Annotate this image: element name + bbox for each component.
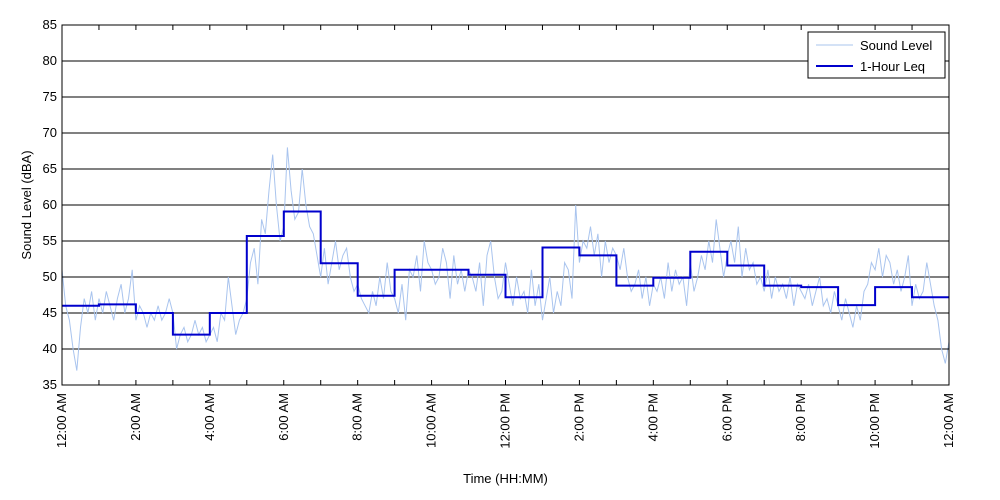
x-tick-label: 12:00 AM xyxy=(941,393,956,448)
x-tick-label: 4:00 AM xyxy=(202,393,217,441)
legend: Sound Level 1-Hour Leq xyxy=(807,31,946,79)
x-tick-label: 12:00 AM xyxy=(54,393,69,448)
y-tick-label: 75 xyxy=(43,89,57,104)
y-tick-label: 65 xyxy=(43,161,57,176)
y-axis-ticks: 35 40 45 50 55 60 65 70 75 80 85 xyxy=(43,17,949,392)
y-tick-label: 70 xyxy=(43,125,57,140)
y-tick-label: 45 xyxy=(43,305,57,320)
y-tick-label: 35 xyxy=(43,377,57,392)
y-tick-label: 80 xyxy=(43,53,57,68)
x-tick-label: 8:00 PM xyxy=(793,393,808,441)
x-tick-label: 10:00 PM xyxy=(867,393,882,449)
x-tick-label: 2:00 PM xyxy=(571,393,586,441)
y-tick-label: 55 xyxy=(43,233,57,248)
x-tick-label: 4:00 PM xyxy=(645,393,660,441)
x-tick-label: 8:00 AM xyxy=(350,393,365,441)
y-tick-label: 50 xyxy=(43,269,57,284)
x-tick-label: 6:00 AM xyxy=(276,393,291,441)
legend-label-sound-level: Sound Level xyxy=(860,38,932,53)
x-tick-label: 12:00 PM xyxy=(498,393,513,449)
series-line-sound-level xyxy=(61,147,950,371)
legend-box xyxy=(807,31,946,79)
x-tick-label: 2:00 AM xyxy=(128,393,143,441)
y-tick-label: 40 xyxy=(43,341,57,356)
y-tick-label: 85 xyxy=(43,17,57,32)
series-line-leq xyxy=(62,210,949,336)
x-axis-label: Time (HH:MM) xyxy=(463,471,548,486)
series-layer xyxy=(61,147,950,371)
x-axis-ticks: 12:00 AM 2:00 AM 4:00 AM 6:00 AM 8:00 AM 10:0… xyxy=(54,25,956,449)
y-axis-label: Sound Level (dBA) xyxy=(19,150,34,259)
legend-label-leq: 1-Hour Leq xyxy=(860,59,925,74)
y-tick-label: 60 xyxy=(43,197,57,212)
x-tick-label: 6:00 PM xyxy=(719,393,734,441)
horizontal-gridlines xyxy=(62,60,949,350)
x-tick-label: 10:00 AM xyxy=(424,393,439,448)
